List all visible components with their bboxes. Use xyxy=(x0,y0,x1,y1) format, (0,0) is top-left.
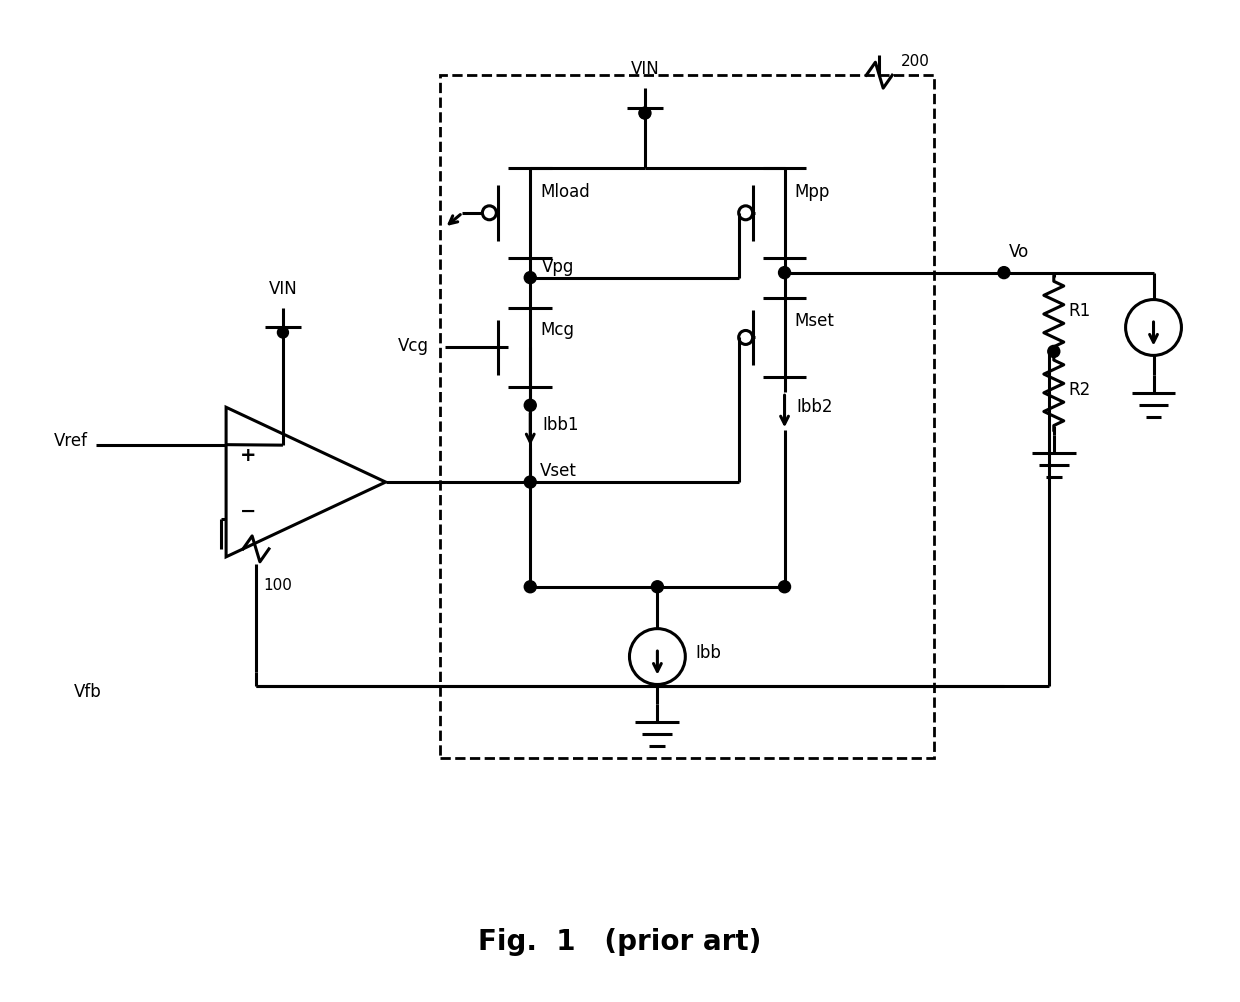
Text: R2: R2 xyxy=(1069,381,1091,399)
Circle shape xyxy=(640,108,651,119)
Text: Vset: Vset xyxy=(541,462,577,480)
Text: Fig.  1   (prior art): Fig. 1 (prior art) xyxy=(479,927,761,955)
Text: Vo: Vo xyxy=(1009,242,1029,261)
Text: Vcg: Vcg xyxy=(398,337,429,355)
Text: −: − xyxy=(239,501,257,520)
Text: R1: R1 xyxy=(1069,302,1091,320)
Text: 200: 200 xyxy=(901,54,930,69)
Text: Mload: Mload xyxy=(541,182,590,200)
Text: Mset: Mset xyxy=(795,312,835,330)
Text: Vpg: Vpg xyxy=(542,258,574,276)
Circle shape xyxy=(639,108,651,120)
Text: Ibb2: Ibb2 xyxy=(796,398,833,416)
Text: VIN: VIN xyxy=(631,60,660,78)
Text: 100: 100 xyxy=(263,578,291,592)
Text: Mpp: Mpp xyxy=(795,182,830,200)
Text: Ibb1: Ibb1 xyxy=(542,416,579,434)
Circle shape xyxy=(278,328,289,339)
Circle shape xyxy=(525,400,536,412)
Text: Vfb: Vfb xyxy=(73,682,102,700)
Bar xyxy=(440,76,934,759)
Text: +: + xyxy=(239,445,257,464)
Circle shape xyxy=(525,273,536,285)
Text: Mcg: Mcg xyxy=(541,322,574,339)
Circle shape xyxy=(779,268,791,280)
Circle shape xyxy=(525,477,536,489)
Text: Vref: Vref xyxy=(53,431,88,449)
Circle shape xyxy=(651,581,663,593)
Text: VIN: VIN xyxy=(269,280,298,298)
Circle shape xyxy=(779,581,791,593)
Text: Ibb: Ibb xyxy=(696,643,722,661)
Circle shape xyxy=(998,268,1009,280)
Circle shape xyxy=(1048,346,1060,358)
Circle shape xyxy=(525,581,536,593)
